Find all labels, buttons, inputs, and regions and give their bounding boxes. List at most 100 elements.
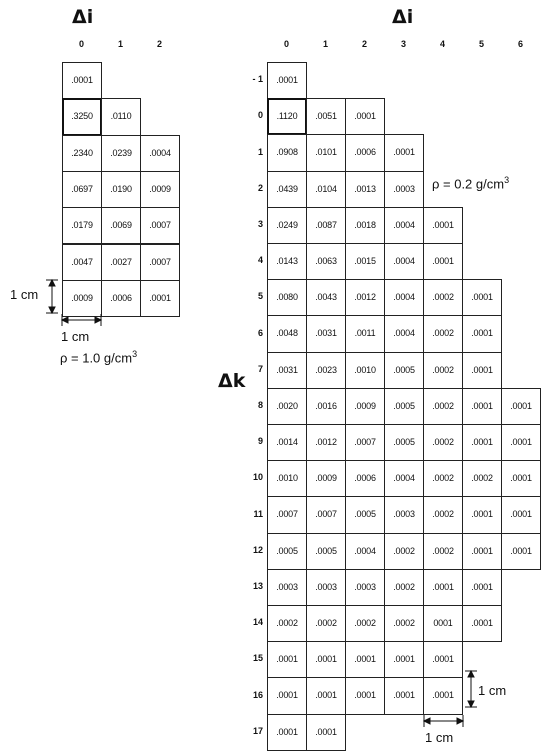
right-grid-col-index: 1	[322, 39, 328, 49]
right-grid-cell: .0031	[306, 315, 346, 353]
right-grid-cell: .0016	[306, 387, 346, 425]
right-grid-cell: .0003	[267, 568, 307, 606]
right-grid-cell: .0080	[267, 279, 307, 317]
right-grid-cell: .0001	[306, 713, 346, 751]
right-grid-cell: .0020	[267, 387, 307, 425]
right-grid-row-index: 11	[253, 508, 263, 519]
right-grid-row-index: 6	[257, 327, 263, 338]
right-grid-cell: .0007	[267, 496, 307, 534]
right-grid-row-index: 3	[257, 218, 263, 229]
right-grid-row-index: 1	[257, 146, 263, 157]
left-grid-cell: .0069	[101, 207, 141, 245]
right-grid-row-index: 2	[257, 182, 263, 193]
left-horizontal-dimension-arrow	[60, 314, 103, 326]
right-vertical-dimension-label: 1 cm	[478, 683, 507, 698]
right-grid-cell: .0001	[345, 98, 385, 136]
left-horizontal-dimension-label: 1 cm	[61, 329, 90, 344]
right-grid-cell: .0001	[462, 387, 502, 425]
left-grid-cell: .0004	[140, 134, 180, 172]
right-vertical-dimension-arrow	[465, 669, 477, 709]
right-grid-cell: .0005	[306, 532, 346, 570]
right-grid-title: Δi	[392, 6, 414, 28]
right-grid-row-index: 15	[252, 653, 263, 664]
right-grid-cell: .0063	[306, 243, 346, 281]
left-grid-cell: .0179	[62, 207, 102, 245]
right-grid-cell: .0002	[423, 279, 463, 317]
right-grid-cell: .0001	[267, 713, 307, 751]
right-grid-cell: .0001	[462, 279, 502, 317]
right-grid-cell: .0001	[423, 641, 463, 679]
left-grid-col-index: 0	[78, 39, 84, 49]
left-vertical-dimension-arrow	[46, 278, 58, 315]
right-grid-cell: .0001	[267, 677, 307, 715]
right-grid-col-index: 5	[478, 39, 484, 49]
left-grid-cell: .0027	[101, 243, 141, 281]
right-grid-row-index: 7	[257, 363, 263, 374]
right-grid-cell: .0001	[462, 315, 502, 353]
right-grid-cell: .0002	[423, 351, 463, 389]
right-grid-cell: .0001	[501, 496, 541, 534]
right-grid-cell: .0001	[384, 677, 424, 715]
right-grid-cell: .0908	[267, 134, 307, 172]
right-grid-cell: .0023	[306, 351, 346, 389]
right-grid-cell: .0001	[306, 641, 346, 679]
right-grid-cell: .0001	[423, 243, 463, 281]
right-row-axis-title: Δk	[218, 370, 246, 392]
left-grid-cell: .0009	[140, 170, 180, 209]
right-grid-cell: .0003	[384, 496, 424, 534]
right-grid-col-index: 3	[400, 39, 406, 49]
left-grid-cell: .0007	[140, 243, 180, 281]
right-grid-cell: .0006	[345, 460, 385, 498]
right-grid-cell: .0002	[423, 496, 463, 534]
right-grid-row-index: 5	[257, 291, 263, 302]
right-grid-cell: .0249	[267, 206, 307, 244]
right-grid-col-index: 2	[361, 39, 367, 49]
right-grid-row-index: 4	[257, 255, 263, 266]
left-grid-cell: .3250	[62, 98, 102, 136]
right-grid-cell: .0001	[267, 62, 307, 100]
right-grid-cell: .0001	[462, 568, 502, 606]
right-grid-row-index: 13	[252, 580, 263, 591]
right-grid-cell: .0001	[423, 206, 463, 244]
right-grid-col-index: 4	[439, 39, 445, 49]
right-grid-cell: .0101	[306, 134, 346, 172]
right-grid-cell: .0001	[423, 568, 463, 606]
right-grid-cell: .0001	[501, 424, 541, 462]
right-grid-cell: .0003	[345, 568, 385, 606]
right-grid-row-index: 14	[252, 617, 263, 628]
right-grid-row-index: 16	[252, 689, 263, 700]
right-grid-cell: .0001	[462, 424, 502, 462]
right-grid-cell: .0001	[423, 677, 463, 715]
left-grid-col-index: 1	[117, 39, 123, 49]
right-grid-cell: .0002	[423, 315, 463, 353]
left-grid-cell: .0047	[62, 243, 102, 281]
left-grid-cell: .0007	[140, 207, 180, 245]
left-density-label: ρ = 1.0 g/cm3	[60, 349, 138, 366]
right-grid-row-index: 10	[252, 472, 263, 483]
right-grid-cell: .0002	[423, 532, 463, 570]
right-grid-cell: .0005	[384, 424, 424, 462]
right-grid-row-index: 8	[257, 399, 263, 410]
right-grid-cell: 0001	[423, 605, 463, 643]
left-grid-cell: .0110	[101, 98, 141, 136]
left-grid-cell: .0009	[62, 279, 102, 318]
right-horizontal-dimension-arrow	[422, 715, 465, 727]
right-grid-cell: .0015	[345, 243, 385, 281]
right-grid-row-index: 0	[257, 110, 263, 121]
right-grid-cell: .0010	[345, 351, 385, 389]
right-density-label: ρ = 0.2 g/cm3	[432, 175, 510, 192]
right-grid-cell: .0001	[462, 496, 502, 534]
left-grid-col-index: 2	[156, 39, 162, 49]
left-grid-cell: .0697	[62, 170, 102, 209]
right-grid-col-index: 6	[517, 39, 523, 49]
left-grid-cell: .0001	[62, 62, 102, 100]
right-grid-cell: .0007	[306, 496, 346, 534]
right-grid-row-index: 9	[257, 436, 263, 447]
right-grid-cell: .0007	[345, 424, 385, 462]
right-grid-row-index: 12	[252, 544, 263, 555]
right-grid-cell: .0048	[267, 315, 307, 353]
right-grid-cell: .0005	[345, 496, 385, 534]
left-grid-title: Δi	[72, 6, 94, 28]
right-grid-cell: .0002	[306, 605, 346, 643]
